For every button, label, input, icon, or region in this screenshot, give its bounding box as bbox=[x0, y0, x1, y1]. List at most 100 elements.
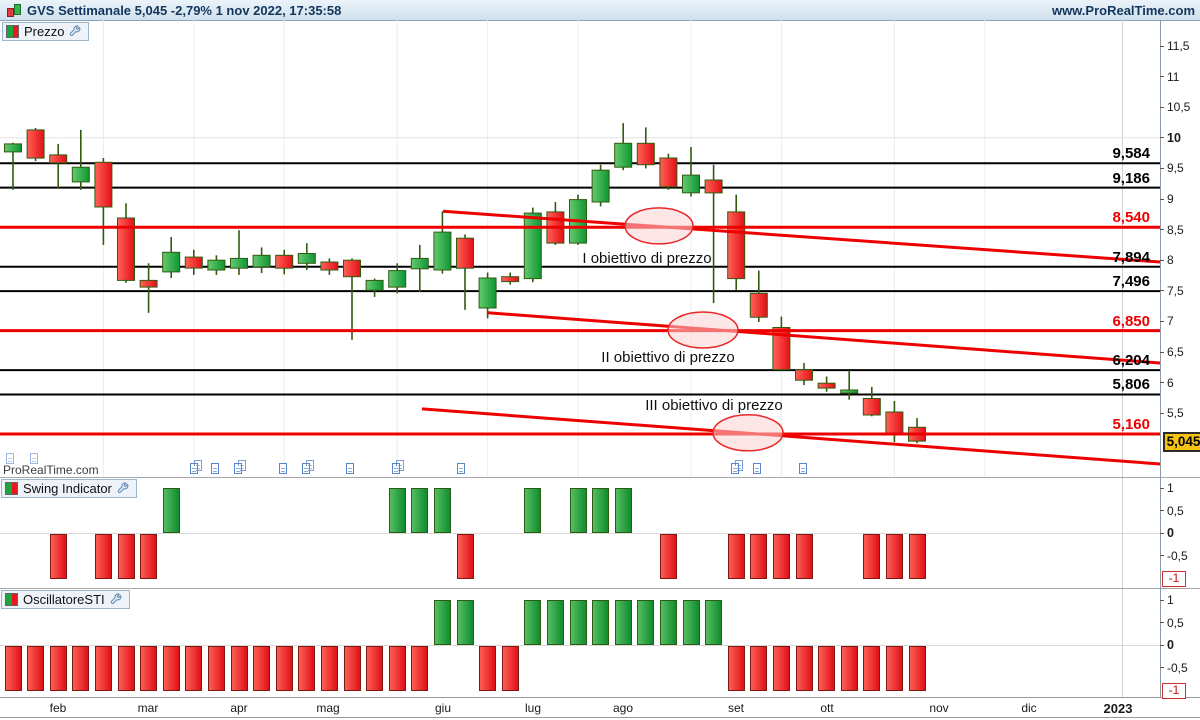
candle-body bbox=[456, 237, 474, 269]
axis-tick-label: 7,5 bbox=[1167, 283, 1184, 298]
axis-tick: 0,5 bbox=[1160, 504, 1184, 518]
axis-tick: 10 bbox=[1160, 131, 1181, 145]
candle-body bbox=[795, 369, 813, 381]
tab-oscillatore-sti[interactable]: OscillatoreSTI bbox=[1, 590, 130, 609]
level-label: 8,540 bbox=[1112, 209, 1150, 227]
axis-tick-mark bbox=[1160, 320, 1164, 322]
target-ellipse bbox=[624, 207, 694, 245]
news-page-icon bbox=[392, 463, 400, 474]
candle-body bbox=[320, 261, 339, 271]
candle-body bbox=[297, 253, 316, 264]
axis-tick-label: 0,5 bbox=[1167, 615, 1184, 630]
month-label: mar bbox=[137, 701, 159, 715]
indicator-bar-up bbox=[456, 600, 474, 645]
axis-tick-mark bbox=[1160, 555, 1164, 556]
candle-body bbox=[207, 259, 226, 271]
news-icon[interactable] bbox=[302, 460, 316, 476]
news-icon[interactable] bbox=[392, 460, 406, 476]
indicator-bar-down bbox=[49, 534, 67, 579]
news-icon[interactable] bbox=[731, 460, 745, 476]
news-icon[interactable] bbox=[799, 460, 813, 476]
indicator-bar-up bbox=[705, 600, 723, 645]
axis-tick-mark bbox=[1160, 106, 1164, 108]
time-axis-top-border bbox=[0, 697, 1200, 698]
axis-tick: 0 bbox=[1160, 638, 1174, 652]
price-chart-canvas bbox=[0, 20, 1160, 477]
news-icon[interactable] bbox=[211, 460, 225, 476]
axis-tick-mark bbox=[1160, 487, 1164, 489]
axis-tick-mark bbox=[1160, 290, 1164, 292]
axis-tick: 5,5 bbox=[1160, 406, 1184, 420]
axis-tick-mark bbox=[1160, 137, 1164, 139]
indicator-bar-up bbox=[524, 488, 542, 533]
panel-separator bbox=[0, 477, 1200, 478]
news-icon[interactable] bbox=[346, 460, 360, 476]
month-label: lug bbox=[524, 701, 541, 715]
candle-body bbox=[817, 382, 836, 389]
news-page-icon bbox=[799, 463, 807, 474]
news-page-back-icon bbox=[396, 460, 404, 471]
settings-wrench-icon[interactable] bbox=[69, 25, 82, 38]
candle-body bbox=[139, 279, 158, 288]
news-page-back-icon bbox=[194, 460, 202, 471]
candle-body bbox=[749, 292, 768, 318]
month-label: nov bbox=[929, 701, 949, 715]
axis-tick-mark bbox=[1160, 412, 1164, 414]
news-icon[interactable] bbox=[30, 450, 44, 466]
indicator-bar-up bbox=[569, 600, 587, 645]
indicator-bar-up bbox=[411, 488, 429, 533]
prorealtime-website-link[interactable]: www.ProRealTime.com bbox=[1051, 2, 1195, 18]
watermark: ProRealTime.com bbox=[3, 463, 99, 477]
tab-swing-indicator[interactable]: Swing Indicator bbox=[1, 479, 137, 498]
tab-prezzo[interactable]: Prezzo bbox=[2, 22, 90, 41]
month-label: 2023 bbox=[1103, 701, 1133, 716]
axis-tick: 8,5 bbox=[1160, 223, 1184, 237]
indicator-bar-down bbox=[840, 646, 858, 691]
candle-body bbox=[94, 161, 113, 208]
indicator-bar-up bbox=[524, 600, 542, 645]
candle-body bbox=[682, 174, 700, 194]
axis-tick: 11 bbox=[1160, 70, 1179, 84]
indicator-bar-down bbox=[727, 646, 745, 691]
settings-wrench-icon[interactable] bbox=[110, 593, 123, 606]
indicator-bar-down bbox=[343, 646, 361, 691]
indicator-bar-down bbox=[908, 646, 926, 691]
candle-body bbox=[162, 251, 181, 273]
candle-body bbox=[26, 129, 45, 159]
candle-body bbox=[840, 389, 859, 394]
month-label: apr bbox=[230, 701, 248, 715]
news-page-icon bbox=[457, 463, 465, 474]
news-page-icon bbox=[190, 463, 198, 474]
indicator-bar-down bbox=[863, 534, 881, 579]
axis-tick-mark bbox=[1160, 532, 1164, 534]
settings-wrench-icon[interactable] bbox=[117, 482, 130, 495]
indicator-bar-down bbox=[750, 534, 768, 579]
axis-tick: 1 bbox=[1160, 481, 1174, 495]
axis-tick-label: 8 bbox=[1167, 253, 1174, 268]
news-icon[interactable] bbox=[753, 460, 767, 476]
swing-series-icon bbox=[5, 482, 18, 495]
news-icon[interactable] bbox=[234, 460, 248, 476]
news-page-back-icon bbox=[238, 460, 246, 471]
axis-tick: 9,5 bbox=[1160, 161, 1184, 175]
indicator-current-value-tag: -1 bbox=[1162, 571, 1186, 587]
indicator-bar-down bbox=[94, 646, 112, 691]
indicator-bar-down bbox=[162, 646, 180, 691]
news-page-icon bbox=[731, 463, 739, 474]
news-icon[interactable] bbox=[6, 450, 20, 466]
news-icon[interactable] bbox=[457, 460, 471, 476]
indicator-bar-up bbox=[162, 488, 180, 533]
axis-tick-label: 0 bbox=[1167, 526, 1174, 540]
level-label: 7,496 bbox=[1112, 273, 1150, 291]
indicator-bar-down bbox=[795, 646, 813, 691]
indicator-bar-down bbox=[366, 646, 384, 691]
axis-tick-mark bbox=[1160, 599, 1164, 601]
indicator-bar-up bbox=[569, 488, 587, 533]
level-label: 9,186 bbox=[1112, 169, 1150, 187]
news-icon[interactable] bbox=[190, 460, 204, 476]
price-series-icon bbox=[6, 25, 19, 38]
indicator-bar-up bbox=[592, 488, 610, 533]
news-icon[interactable] bbox=[279, 460, 293, 476]
candle-body bbox=[478, 277, 497, 309]
candle-body bbox=[862, 398, 881, 416]
